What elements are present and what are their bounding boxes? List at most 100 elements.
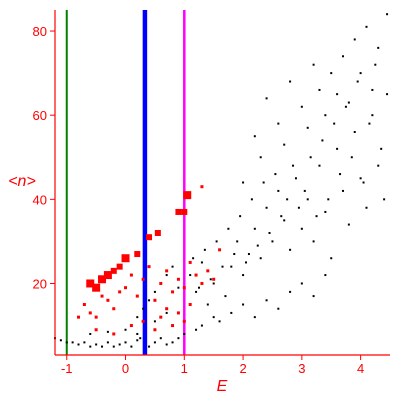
black-point [245, 261, 248, 264]
black-point [324, 210, 327, 213]
black-point [330, 257, 333, 260]
black-point [242, 181, 245, 184]
x-tick-label: -1 [61, 361, 73, 376]
black-point [118, 343, 121, 346]
black-point [165, 311, 168, 314]
black-point [65, 341, 68, 344]
black-point [195, 328, 198, 331]
black-point [136, 316, 139, 319]
x-tick-label: 1 [181, 361, 188, 376]
black-point [153, 320, 156, 323]
x-tick-label: 2 [239, 361, 246, 376]
red-point [103, 271, 112, 280]
red-point [86, 279, 95, 288]
red-point [82, 303, 86, 307]
black-point [321, 139, 324, 142]
black-point [324, 114, 327, 117]
red-point [159, 315, 163, 319]
red-point [110, 267, 117, 274]
red-point [92, 283, 101, 292]
black-point [283, 143, 286, 146]
red-point [194, 273, 198, 277]
black-point [247, 253, 250, 256]
red-point [181, 208, 188, 215]
y-ticks: 20 40 60 80 [33, 24, 55, 291]
black-point [130, 345, 133, 348]
black-point [171, 265, 174, 268]
black-point [359, 72, 362, 75]
black-point [297, 206, 300, 209]
black-point [386, 13, 389, 16]
red-point [182, 286, 186, 290]
red-point [153, 298, 157, 302]
black-point [206, 303, 209, 306]
black-point [327, 198, 330, 201]
black-point [262, 181, 265, 184]
black-point [339, 173, 342, 176]
red-point [112, 332, 116, 336]
red-point [176, 277, 180, 281]
red-point [146, 234, 153, 241]
y-tick-label: 60 [33, 108, 47, 123]
black-point [195, 290, 198, 293]
black-point [236, 240, 239, 243]
black-point [242, 303, 245, 306]
black-point [368, 122, 371, 125]
black-point [139, 337, 142, 340]
black-point [224, 295, 227, 298]
black-point [59, 339, 62, 342]
black-point [386, 93, 389, 96]
black-point [253, 316, 256, 319]
black-point [286, 198, 289, 201]
red-point [88, 311, 92, 315]
red-point [175, 208, 182, 215]
black-point [294, 177, 297, 180]
black-point [124, 341, 127, 344]
black-point [159, 337, 162, 340]
black-point [265, 206, 268, 209]
black-point [383, 198, 386, 201]
black-point [259, 156, 262, 159]
black-point [112, 345, 115, 348]
black-point [336, 93, 339, 96]
x-tick-label: 3 [298, 361, 305, 376]
black-point [136, 339, 139, 342]
y-axis-title: <n> [8, 173, 36, 190]
red-point [121, 254, 130, 263]
black-point [153, 290, 156, 293]
red-point [176, 311, 180, 315]
black-point [333, 122, 336, 125]
black-point [200, 261, 203, 264]
black-point [283, 219, 286, 222]
black-point [300, 227, 303, 230]
black-point [265, 299, 268, 302]
black-point [277, 122, 280, 125]
red-point [188, 303, 192, 307]
black-point [242, 274, 245, 277]
black-point [71, 341, 74, 344]
red-point [153, 328, 157, 332]
red-point [129, 273, 133, 277]
black-point [289, 248, 292, 251]
black-point [239, 215, 242, 218]
black-point [356, 80, 359, 83]
black-point [203, 248, 206, 251]
black-point [142, 307, 145, 310]
black-point [230, 311, 233, 314]
black-point [374, 63, 377, 66]
red-point [183, 191, 192, 200]
black-point [365, 25, 368, 28]
vertical-reference-lines [65, 10, 186, 355]
black-point [306, 126, 309, 129]
black-point [277, 189, 280, 192]
black-point [371, 88, 374, 91]
black-point [371, 114, 374, 117]
red-point [94, 328, 98, 332]
black-point [309, 156, 312, 159]
black-point [233, 253, 236, 256]
black-point [177, 337, 180, 340]
black-point [336, 147, 339, 150]
black-point [165, 343, 168, 346]
black-point [306, 198, 309, 201]
